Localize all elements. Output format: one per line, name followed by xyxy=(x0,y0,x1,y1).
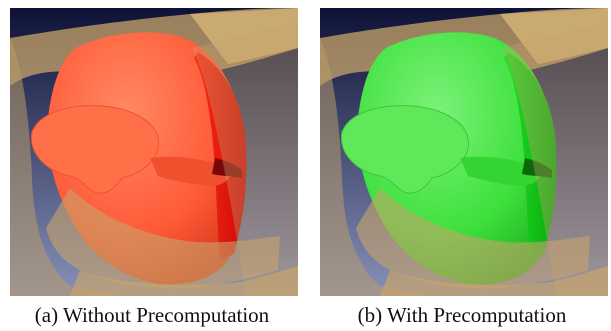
surface-front xyxy=(46,188,280,289)
organ-fold xyxy=(341,105,469,194)
render-with-precomputation xyxy=(320,8,608,296)
surface-right-plane xyxy=(502,22,608,296)
surface-bottom xyxy=(70,266,298,296)
surface-top-right xyxy=(500,8,608,64)
surface-right-plane xyxy=(192,22,298,296)
organ-shade xyxy=(504,52,557,260)
organ-shade xyxy=(194,52,247,260)
render-without-precomputation xyxy=(10,8,298,296)
organ-dark-notch xyxy=(522,158,552,178)
surface-front xyxy=(356,188,590,289)
surface-left xyxy=(10,38,120,296)
caption-without-precomputation: (a) Without Precomputation xyxy=(34,303,270,327)
organ-dark-notch xyxy=(212,158,242,178)
caption-with-precomputation: (b) With Precomputation xyxy=(357,303,567,327)
organ-fold-lower xyxy=(150,156,234,186)
surface-top-right xyxy=(190,8,298,64)
surface-left xyxy=(320,38,430,296)
organ-fold xyxy=(31,105,159,194)
organ-fold-lower xyxy=(460,156,544,186)
surface-bottom xyxy=(380,266,608,296)
